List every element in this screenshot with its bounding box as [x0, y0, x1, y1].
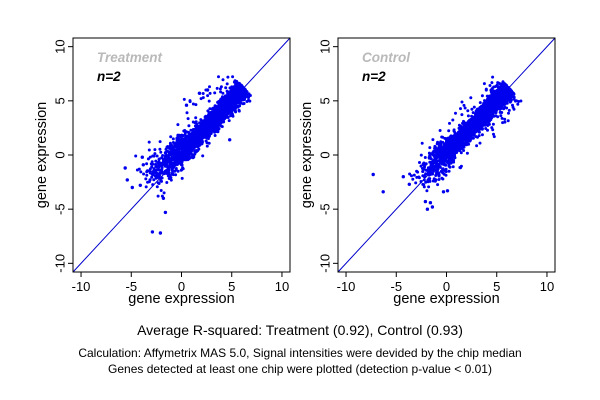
outlier-point: [205, 88, 210, 92]
outlier-point: [428, 201, 433, 205]
x-tick-label: 0: [178, 279, 185, 294]
outlier-point: [184, 103, 189, 107]
n-annotation: n=2: [97, 69, 121, 84]
scatter-points: [371, 75, 523, 211]
n-annotation: n=2: [362, 69, 386, 84]
outlier-point: [371, 172, 375, 177]
panel-title: Control: [362, 50, 410, 65]
outlier-point: [441, 190, 446, 194]
y-tick-label: -5: [53, 203, 68, 215]
outlier-point: [163, 210, 168, 215]
outlier-point: [430, 205, 435, 209]
x-tick-label: -10: [72, 279, 91, 294]
r-squared-summary: Average R-squared: Treatment (0.92), Con…: [137, 322, 463, 338]
outlier-point: [445, 189, 450, 193]
plot-frame: [337, 37, 556, 273]
x-tick-label: -10: [337, 279, 356, 294]
outlier-point: [141, 163, 145, 167]
y-axis-label: gene expression: [34, 102, 50, 208]
outlier-point: [130, 185, 134, 190]
x-axis-label: gene expression: [128, 291, 234, 307]
y-tick-label: -10: [53, 254, 68, 273]
y-tick-label: 5: [318, 97, 333, 104]
y-tick-label: 0: [318, 151, 333, 158]
x-axis-label: gene expression: [393, 291, 499, 307]
outlier-point: [123, 166, 127, 170]
panel-title: Treatment: [97, 50, 163, 65]
outlier-point: [401, 175, 405, 179]
y-tick-label: 0: [53, 151, 68, 158]
outlier-point: [423, 199, 428, 204]
x-tick-label: 0: [443, 279, 450, 294]
y-tick-label: -10: [318, 254, 333, 273]
outlier-point: [125, 178, 129, 182]
outlier-point: [381, 190, 385, 194]
x-tick-label: 10: [275, 279, 289, 294]
outlier-point: [161, 196, 166, 200]
outlier-point: [138, 183, 142, 187]
control-scatter-plot: -10 -5 0 5 10 -10 -5 0 5 10 gene expression gene ex…: [299, 37, 556, 307]
plot-frame: [72, 37, 291, 273]
y-tick-label: 10: [53, 39, 68, 53]
x-tick-label: -5: [125, 279, 137, 294]
outlier-point: [150, 230, 155, 234]
outlier-point: [425, 207, 430, 211]
axis-ticks: -10 -5 0 5 10 -10 -5 0 5 10: [318, 39, 555, 294]
y-tick-label: 10: [318, 39, 333, 53]
outlier-point: [197, 91, 202, 96]
calculation-note: Calculation: Affymetrix MAS 5.0, Signal …: [78, 346, 522, 360]
outlier-point: [140, 155, 144, 159]
outlier-point: [407, 182, 411, 186]
x-tick-label: 5: [493, 279, 500, 294]
x-tick-label: -5: [390, 279, 402, 294]
treatment-scatter-plot: -10 -5 0 5 10 -10 -5 0 5 10 gene expression gene ex…: [34, 37, 291, 307]
detection-note: Genes detected at least one chip were pl…: [108, 362, 492, 376]
y-tick-label: 5: [53, 97, 68, 104]
scatter-points: [123, 75, 252, 235]
axis-ticks: -10 -5 0 5 10 -10 -5 0 5 10: [53, 39, 290, 294]
y-tick-label: -5: [318, 203, 333, 215]
x-tick-label: 10: [540, 279, 554, 294]
y-axis-label: gene expression: [299, 102, 315, 208]
x-tick-label: 5: [228, 279, 235, 294]
outlier-point: [158, 231, 163, 235]
outlier-point: [228, 138, 232, 142]
